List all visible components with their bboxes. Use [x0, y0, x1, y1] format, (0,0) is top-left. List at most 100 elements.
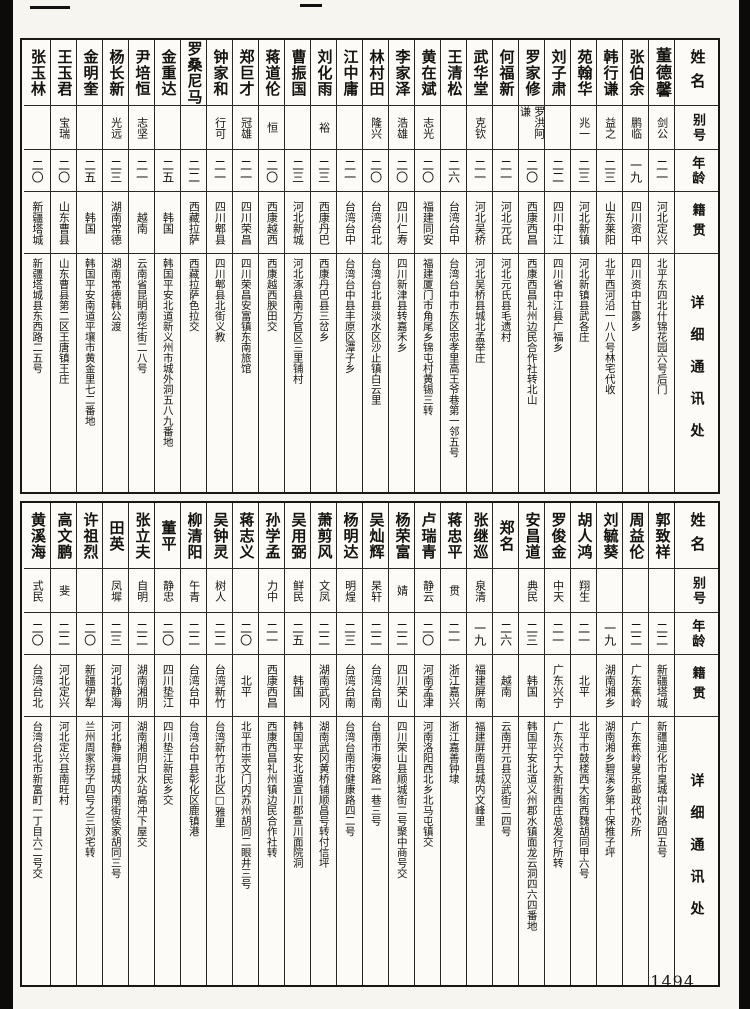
person-age: 二〇	[155, 613, 180, 655]
person-column: 张玉林 二〇 新疆塔城 新疆塔城县东西路二五号	[24, 40, 50, 492]
person-alias	[77, 106, 102, 150]
person-name: 钟家和	[207, 40, 232, 106]
person-name: 武华堂	[467, 40, 492, 106]
scan-edge-right	[739, 0, 750, 1009]
person-address: 广东蕉岭叟乐邮政代办所	[629, 721, 642, 837]
person-name: 蒋忠平	[441, 503, 466, 569]
scan-edge-left	[0, 0, 13, 1009]
person-age: 二二	[623, 613, 648, 655]
person-column: 何福新 二一 河北元氏 河北元氏县毛遗村	[492, 40, 518, 492]
person-alias	[493, 106, 518, 150]
person-age: 二一	[337, 150, 362, 192]
person-column: 江中庸 二一 台湾台中 台湾台中县丰原区潭子乡	[336, 40, 362, 492]
person-origin: 福建同安	[415, 192, 440, 254]
person-age: 二一	[259, 613, 284, 655]
person-name: 张伯余	[623, 40, 648, 106]
scan-artifact	[30, 6, 70, 9]
person-name: 郑名	[493, 503, 518, 569]
person-address: 四川垫江新民乡交	[161, 721, 174, 805]
person-name: 安昌道	[519, 503, 544, 569]
person-alias: 典民	[519, 569, 544, 613]
person-alias: 宝瑞	[51, 106, 76, 150]
person-address: 四川郫县北街义教	[213, 258, 226, 342]
person-age: 二〇	[24, 150, 50, 192]
person-column: 钟家和 行可 二一 四川郫县 四川郫县北街义教	[206, 40, 232, 492]
person-alias	[233, 569, 258, 613]
person-column: 杨明达 明煌 二三 台湾台南 台湾台南市健康路四二号	[336, 503, 362, 985]
person-address: 湖南湘阴白水站高冲下屋交	[135, 721, 148, 847]
header-name: 姓名	[675, 503, 718, 569]
person-alias: 静忠	[155, 569, 180, 613]
person-origin: 河北吴桥	[467, 192, 492, 254]
person-alias	[285, 106, 310, 150]
person-name: 张玉林	[24, 40, 50, 106]
person-origin: 湖南湘阴	[129, 655, 154, 717]
person-age: 二一	[129, 150, 154, 192]
person-age: 二一	[233, 150, 258, 192]
person-name: 罗桑尼马	[181, 40, 206, 106]
person-address: 福建屏南县城内文峰里	[473, 721, 486, 826]
person-column: 曹振国 二三 河北新城 河北涿县南方官区三里铺村	[284, 40, 310, 492]
person-address: 西康西昌礼州边民合作社转北山	[525, 258, 538, 405]
person-origin: 西藏拉萨	[181, 192, 206, 254]
person-origin: 湖南湘乡	[597, 655, 622, 717]
person-origin: 西康西昌	[519, 192, 544, 254]
person-name: 张立夫	[129, 503, 154, 569]
person-column: 王玉君 宝瑞 二〇 山东曹县 山东曹县第二区王唐镇王庄	[50, 40, 76, 492]
person-age: 二〇	[363, 150, 388, 192]
person-name: 吴用弼	[285, 503, 310, 569]
person-origin: 台湾台北	[24, 655, 50, 717]
person-age: 二三	[311, 150, 336, 192]
person-age: 二一	[649, 150, 674, 192]
person-address: 湖南武冈黄桥铺顺昌号转付信坪	[317, 721, 330, 868]
person-alias	[623, 569, 648, 613]
person-address: 广东兴宁大新街西庄总发行所转	[551, 721, 564, 868]
person-alias: 凤墀	[103, 569, 128, 613]
person-origin: 越南	[129, 192, 154, 254]
person-alias: 泉清	[467, 569, 492, 613]
person-column: 郭致祥 二二 新疆塔城 新疆迪化市皇城中训路四五号	[648, 503, 674, 985]
person-origin: 台湾台北	[363, 192, 388, 254]
person-column: 金重达 二五 韩国 韩国平安北道新义州市城外洞五八九番地	[154, 40, 180, 492]
person-column: 郑巨才 冠雄 二一 四川荣昌 四川荣昌安富镇东南旅馆	[232, 40, 258, 492]
person-address: 云南开元县汉武街二四号	[499, 721, 512, 837]
person-origin: 越南	[493, 655, 518, 717]
person-name: 杨长新	[103, 40, 128, 106]
person-name: 刘化雨	[311, 40, 336, 106]
person-origin: 西康西昌	[259, 655, 284, 717]
person-alias: 冠雄	[233, 106, 258, 150]
person-address: 韩国平安南道平壤市黄金里七二番地	[83, 258, 96, 426]
person-name: 柳清阳	[181, 503, 206, 569]
person-address: 台湾台中县彰化区鹿镇港	[187, 721, 200, 837]
person-address: 台南市海安路一巷三号	[369, 721, 382, 826]
person-origin: 北平	[233, 655, 258, 717]
person-alias: 明煌	[337, 569, 362, 613]
person-column: 韩行谦 益之 二三 山东莱阳 北平西河沿一八八号林宅代收	[596, 40, 622, 492]
header-address: 详细通讯处	[688, 773, 705, 933]
person-name: 罗俊金	[545, 503, 570, 569]
person-age: 二二	[181, 150, 206, 192]
person-age: 二一	[467, 150, 492, 192]
person-address: 西康丹巴县三岔乡	[317, 258, 330, 342]
person-address: 河北定兴县南旺村	[57, 721, 70, 805]
person-name: 孙学孟	[259, 503, 284, 569]
person-origin: 河北新镇	[571, 192, 596, 254]
person-origin: 北平	[571, 655, 596, 717]
person-address: 北平市鼓楼西大街西魏胡同甲六号	[577, 721, 590, 879]
person-alias: 中天	[545, 569, 570, 613]
person-column: 吴钟灵 树人 二二 台湾新竹 台湾新竹市北区□雅里	[206, 503, 232, 985]
person-origin: 广东兴宁	[545, 655, 570, 717]
person-column: 罗家修 罗洪阿谦 二〇 西康西昌 西康西昌礼州边民合作社转北山	[518, 40, 544, 492]
person-name: 吴钟灵	[207, 503, 232, 569]
person-name: 许祖烈	[77, 503, 102, 569]
person-age: 二三	[285, 150, 310, 192]
person-address: 西康西昌礼州镇边民合作社转	[265, 721, 278, 858]
person-address: 河南洛阳西北乡北马屯镇交	[421, 721, 434, 847]
person-name: 金重达	[155, 40, 180, 106]
person-origin: 福建屏南	[467, 655, 492, 717]
person-column: 高文鹏 斐 二二 河北定兴 河北定兴县南旺村	[50, 503, 76, 985]
person-origin: 台湾台南	[337, 655, 362, 717]
person-column: 黄溪海 式民 二〇 台湾台北 台湾台北市新富町一丁目六二号交	[24, 503, 50, 985]
person-age: 二二	[545, 150, 570, 192]
person-column: 黄在斌 志光 二〇 福建同安 福建厦门市角尾乡锦屯村黄锡三转	[414, 40, 440, 492]
